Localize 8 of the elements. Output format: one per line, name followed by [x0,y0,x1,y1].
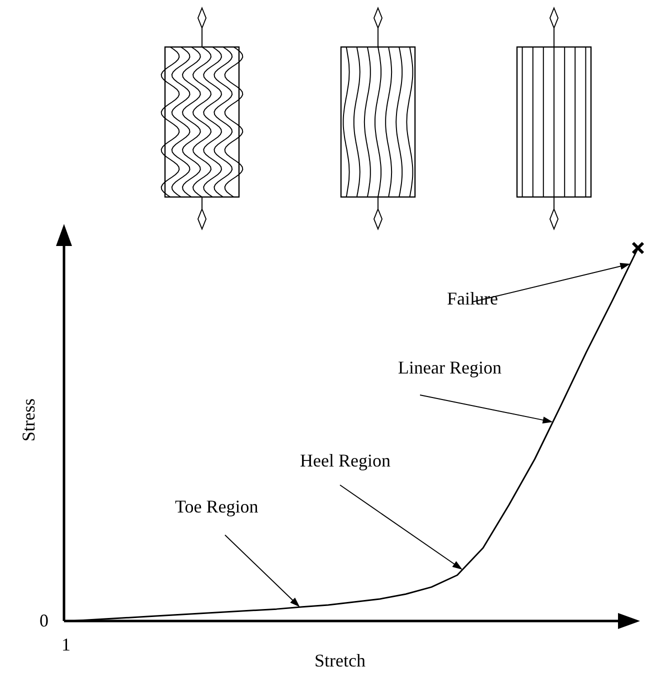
x-axis-title: Stretch [314,650,366,671]
y-axis-title: Stress [18,398,39,442]
annotation: Linear Region [398,358,502,378]
annotation: Failure [447,288,498,309]
annotation: Toe Region [175,496,258,517]
text: 0 [40,610,48,631]
text: 1 [62,634,70,655]
annotation: Heel Region [300,450,390,471]
